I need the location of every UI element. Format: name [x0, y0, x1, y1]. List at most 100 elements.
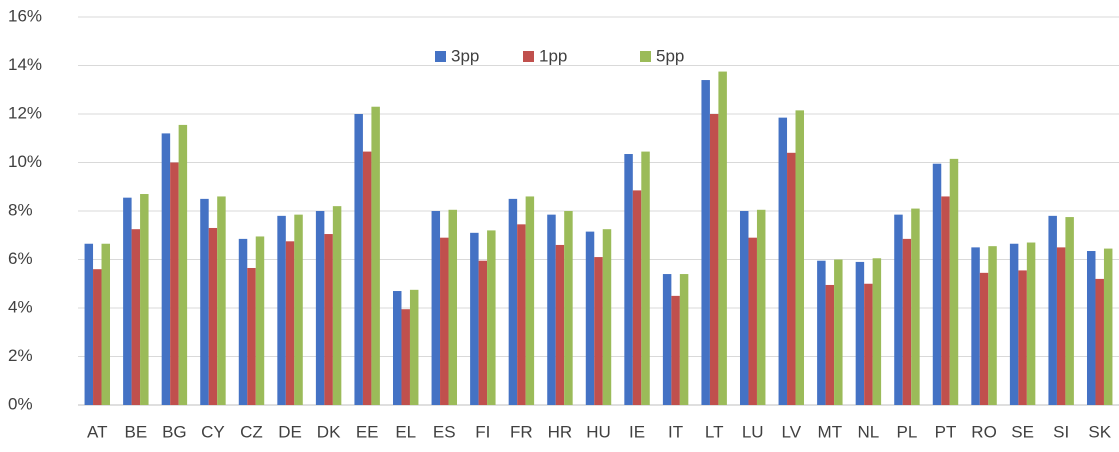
bar	[1026, 242, 1036, 405]
bar	[971, 247, 980, 405]
y-tick-label: 0%	[8, 394, 33, 413]
x-tick-label: NL	[858, 422, 880, 441]
bar	[371, 106, 380, 405]
bar	[932, 163, 942, 405]
bar	[440, 237, 449, 405]
legend-swatch	[640, 51, 651, 62]
bar	[662, 274, 672, 405]
x-tick-label: FR	[510, 422, 533, 441]
bar	[238, 238, 248, 405]
bar	[200, 198, 209, 405]
bar	[624, 154, 633, 405]
bar	[93, 269, 102, 405]
bar	[1009, 243, 1019, 405]
y-tick-label: 14%	[8, 55, 42, 74]
x-tick-label: SE	[1011, 422, 1034, 441]
bar	[101, 243, 111, 405]
legend-label: 1pp	[539, 46, 567, 65]
bar	[632, 190, 642, 405]
y-tick-label: 8%	[8, 200, 33, 219]
bar	[315, 211, 325, 405]
y-tick-label: 6%	[8, 249, 33, 268]
bar	[1048, 215, 1057, 405]
bar	[431, 211, 441, 405]
x-tick-label: DK	[317, 422, 341, 441]
bar	[739, 211, 749, 405]
legend-swatch	[523, 51, 534, 62]
bar	[131, 229, 141, 405]
x-tick-label: SI	[1053, 422, 1069, 441]
bar	[872, 258, 882, 405]
bar	[795, 110, 805, 406]
bar	[602, 229, 612, 405]
bar	[448, 209, 458, 405]
bar	[294, 214, 303, 405]
bar	[547, 214, 556, 405]
bar	[487, 230, 496, 405]
bar	[1065, 217, 1074, 405]
x-tick-label: PT	[935, 422, 957, 441]
bar	[988, 246, 997, 405]
bar	[585, 231, 595, 405]
bar	[1103, 248, 1113, 405]
bar	[362, 151, 372, 405]
y-tick-label: 4%	[8, 297, 33, 316]
bar	[178, 124, 188, 405]
bar	[392, 291, 402, 405]
bar	[671, 295, 680, 405]
x-tick-label: BG	[162, 422, 187, 441]
x-tick-label: BE	[124, 422, 147, 441]
bar	[217, 196, 226, 405]
bar	[123, 197, 132, 405]
bar	[478, 260, 488, 405]
y-tick-label: 16%	[8, 6, 42, 25]
bar	[409, 289, 419, 405]
x-tick-label: ES	[433, 422, 456, 441]
bar	[84, 243, 94, 405]
bar	[949, 158, 959, 405]
bar	[641, 151, 650, 405]
bar	[834, 259, 843, 405]
bar	[324, 234, 333, 405]
x-tick-label: IT	[668, 422, 683, 441]
bar	[864, 283, 873, 405]
x-tick-label: HR	[548, 422, 573, 441]
bar	[285, 241, 295, 405]
bar	[161, 133, 171, 405]
bar	[1086, 251, 1096, 405]
bar	[787, 152, 796, 405]
legend-label: 5pp	[656, 46, 684, 65]
x-tick-label: LT	[705, 422, 724, 441]
x-tick-label: AT	[87, 422, 107, 441]
bar	[255, 236, 265, 405]
bar	[525, 196, 535, 405]
bar	[825, 284, 835, 405]
bar	[941, 196, 950, 405]
bar	[911, 208, 920, 405]
bar	[208, 227, 218, 405]
x-tick-label: SK	[1088, 422, 1111, 441]
bar	[564, 211, 573, 405]
bar	[555, 244, 565, 405]
legend-swatch	[435, 51, 446, 62]
bar	[1056, 247, 1066, 405]
x-tick-label: HU	[586, 422, 611, 441]
x-tick-label: MT	[818, 422, 843, 441]
legend-label: 3pp	[451, 46, 479, 65]
bar	[748, 237, 757, 405]
bar	[354, 114, 363, 405]
bar	[979, 272, 989, 405]
bar	[817, 260, 826, 405]
x-tick-label: LV	[782, 422, 802, 441]
bar	[894, 214, 903, 405]
x-tick-label: IE	[629, 422, 645, 441]
bar	[756, 209, 766, 405]
x-tick-label: CY	[201, 422, 225, 441]
y-tick-label: 12%	[8, 103, 42, 122]
bar	[709, 114, 719, 405]
bar	[679, 274, 689, 405]
x-tick-label: PL	[897, 422, 918, 441]
bar	[517, 224, 526, 405]
bar	[701, 80, 710, 406]
